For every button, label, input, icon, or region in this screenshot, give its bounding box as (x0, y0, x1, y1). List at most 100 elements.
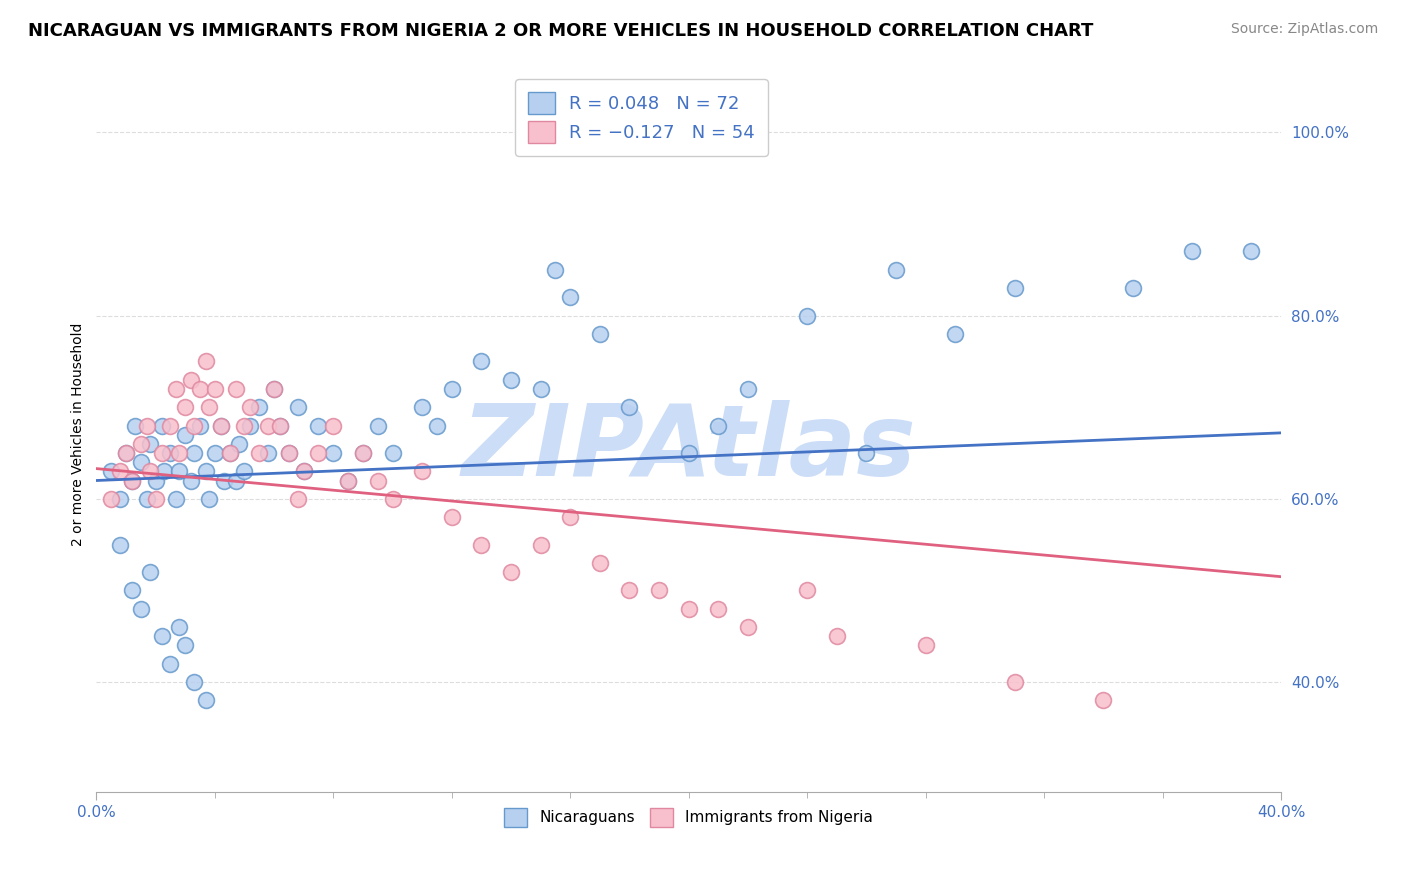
Point (115, 446, 138, 460)
Point (100, 491, 122, 506)
Point (194, 354, 217, 368)
Point (560, 510, 582, 524)
Point (707, 601, 730, 615)
Point (138, 464, 160, 478)
Point (183, 418, 205, 433)
Point (174, 427, 197, 442)
Point (247, 401, 270, 415)
Point (180, 474, 202, 488)
Point (138, 437, 160, 451)
Point (183, 446, 205, 460)
Point (169, 620, 191, 634)
Point (263, 382, 285, 396)
Point (228, 437, 250, 451)
Point (145, 474, 167, 488)
Point (183, 675, 205, 690)
Point (159, 657, 181, 671)
Point (145, 491, 167, 506)
Point (135, 491, 157, 506)
Point (150, 629, 173, 643)
Point (108, 464, 131, 478)
Point (825, 629, 848, 643)
Point (530, 538, 553, 552)
Point (169, 446, 191, 460)
Point (233, 464, 256, 478)
Point (426, 418, 449, 433)
Point (619, 583, 641, 598)
Point (707, 418, 730, 433)
Point (352, 446, 374, 460)
Point (225, 474, 247, 488)
Point (440, 510, 463, 524)
Text: Source: ZipAtlas.com: Source: ZipAtlas.com (1230, 22, 1378, 37)
Point (322, 446, 344, 460)
Point (544, 262, 567, 277)
Point (737, 382, 759, 396)
Point (165, 382, 187, 396)
Point (322, 418, 344, 433)
Point (115, 446, 138, 460)
Point (174, 401, 197, 415)
Point (411, 401, 433, 415)
Point (287, 401, 309, 415)
Point (169, 464, 191, 478)
Point (209, 418, 232, 433)
Point (440, 382, 463, 396)
Point (381, 446, 404, 460)
Point (129, 601, 152, 615)
Point (796, 583, 818, 598)
Point (233, 418, 256, 433)
Point (367, 418, 389, 433)
Point (499, 565, 522, 579)
Point (174, 639, 197, 653)
Legend: Nicaraguans, Immigrants from Nigeria: Nicaraguans, Immigrants from Nigeria (496, 800, 882, 834)
Point (165, 491, 187, 506)
Point (411, 464, 433, 478)
Point (1004, 675, 1026, 690)
Point (218, 446, 240, 460)
Point (135, 418, 157, 433)
Point (470, 538, 492, 552)
Text: ZIPAtlas: ZIPAtlas (461, 401, 917, 498)
Point (180, 373, 202, 387)
Point (121, 474, 143, 488)
Point (530, 382, 553, 396)
Point (121, 583, 143, 598)
Point (209, 418, 232, 433)
Point (198, 401, 221, 415)
Point (257, 418, 280, 433)
Point (1122, 281, 1144, 295)
Point (619, 401, 641, 415)
Point (308, 446, 330, 460)
Point (194, 464, 217, 478)
Point (337, 474, 360, 488)
Point (108, 491, 131, 506)
Point (337, 474, 360, 488)
Point (100, 464, 122, 478)
Point (198, 491, 221, 506)
Point (239, 418, 262, 433)
Point (269, 418, 291, 433)
Point (1181, 244, 1204, 259)
Point (648, 583, 671, 598)
Point (124, 418, 146, 433)
Point (263, 382, 285, 396)
Point (943, 326, 966, 341)
Point (159, 446, 181, 460)
Point (678, 446, 700, 460)
Point (277, 446, 299, 460)
Point (225, 382, 247, 396)
Point (367, 474, 389, 488)
Point (678, 601, 700, 615)
Point (153, 464, 176, 478)
Point (277, 446, 299, 460)
Point (589, 556, 612, 570)
Point (855, 446, 877, 460)
Point (470, 354, 492, 368)
Point (589, 326, 612, 341)
Point (188, 418, 211, 433)
Point (1004, 281, 1026, 295)
Point (194, 693, 217, 707)
Point (247, 446, 270, 460)
Text: NICARAGUAN VS IMMIGRANTS FROM NIGERIA 2 OR MORE VEHICLES IN HOUSEHOLD CORRELATIO: NICARAGUAN VS IMMIGRANTS FROM NIGERIA 2 … (28, 22, 1094, 40)
